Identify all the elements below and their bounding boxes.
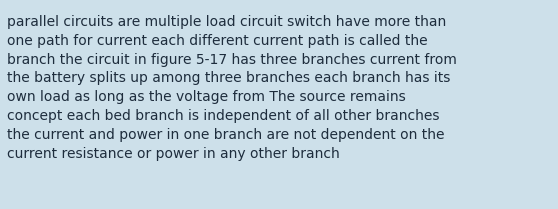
Text: parallel circuits are multiple load circuit switch have more than
one path for c: parallel circuits are multiple load circ…	[7, 15, 457, 161]
